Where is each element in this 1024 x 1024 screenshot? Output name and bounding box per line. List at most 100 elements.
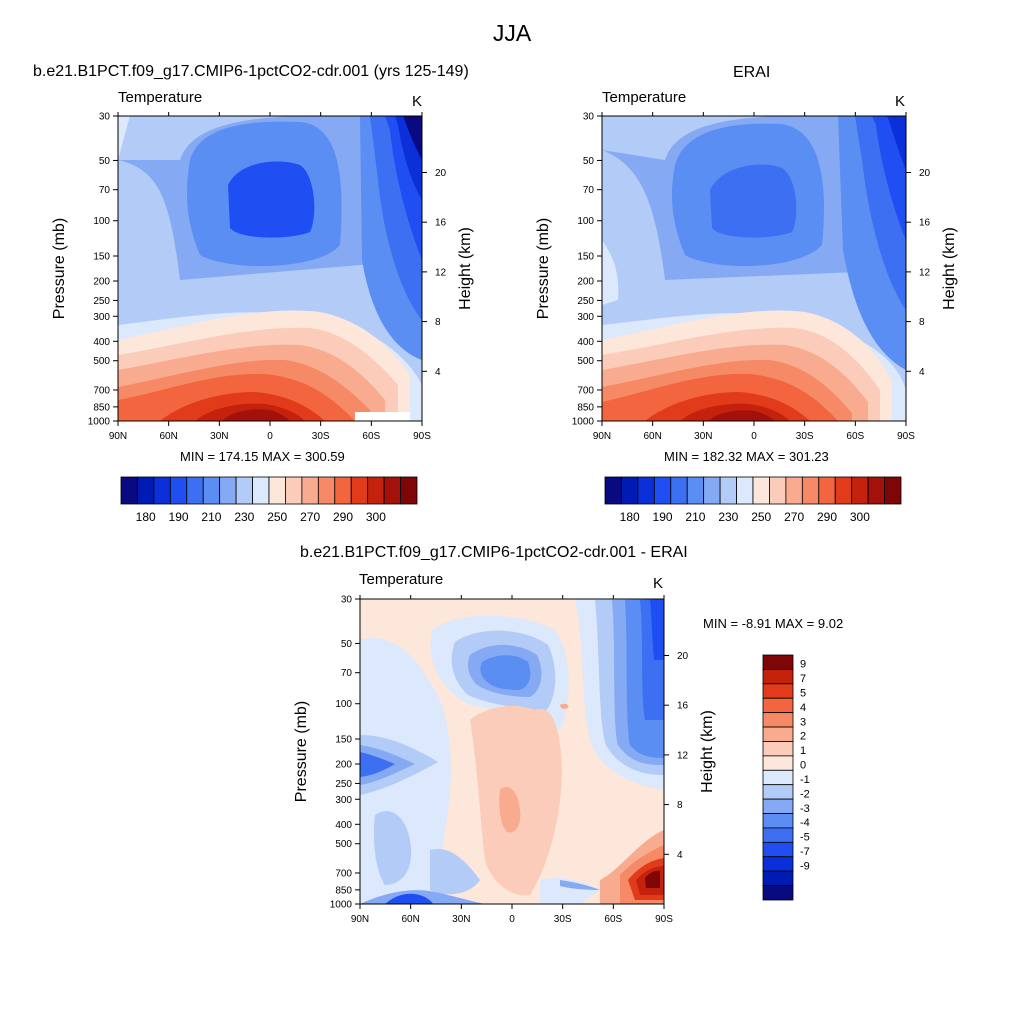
panel-1-field: [118, 116, 422, 421]
panel-2-xtick-label: 0: [751, 431, 757, 442]
panel-3-y2tick-label: 12: [677, 750, 689, 761]
panel-2-minmax: MIN = 182.32 MAX = 301.23: [664, 449, 829, 464]
colorbar-swatch: [235, 476, 253, 505]
panel-1-ytick-label: 50: [99, 156, 111, 167]
colorbar-tick-label: 290: [333, 510, 353, 524]
panel-1-ytick-label: 400: [93, 337, 110, 348]
colorbar-swatch: [762, 813, 794, 829]
colorbar-swatch: [762, 827, 794, 843]
colorbar-swatch: [186, 476, 204, 505]
panel-3-xtick-label: 90S: [655, 914, 673, 925]
panel-1-units-label: K: [412, 93, 423, 110]
panel-2-xtick-label: 30S: [796, 431, 814, 442]
colorbar-swatch: [285, 476, 303, 505]
colorbar-tick-label: -5: [800, 832, 810, 844]
panel-1-ytick-label: 200: [93, 277, 110, 288]
panel-3-ytick-label: 100: [335, 699, 352, 710]
colorbar-swatch: [637, 476, 655, 505]
colorbar-swatch: [169, 476, 188, 505]
panel-3-xtick-label: 60S: [604, 914, 622, 925]
panel-2-ytick-label: 30: [583, 112, 595, 123]
panel-1-colorbar: 180 190 210 230 250 270 290 300: [120, 476, 418, 524]
colorbar-swatch: [762, 841, 794, 858]
panel-1-ylabel: Pressure (mb): [51, 218, 68, 319]
colorbar-swatch: [350, 476, 369, 505]
panel-2-ytick-label: 1000: [572, 417, 595, 428]
colorbar-tick-label: -1: [800, 774, 810, 786]
colorbar-tick-label: 1: [800, 745, 806, 757]
panel-2-y2tick-label: 12: [919, 267, 931, 278]
panel-3-y2tick-label: 20: [677, 651, 689, 662]
colorbar-swatch: [762, 870, 794, 886]
colorbar-tick-label: -7: [800, 846, 810, 858]
panel-1-xtick-label: 60N: [159, 431, 177, 442]
panel-3-ytick-label: 700: [335, 868, 352, 879]
colorbar-tick-label: 5: [800, 687, 806, 699]
colorbar-tick-label: 230: [718, 510, 738, 524]
panel-2-title: ERAI: [733, 64, 771, 81]
colorbar-tick-label: 190: [653, 510, 673, 524]
figure-title: JJA: [492, 20, 532, 46]
panel-1-xtick-label: 90S: [413, 431, 431, 442]
colorbar-swatch: [752, 476, 770, 505]
colorbar-tick-label: -2: [800, 788, 810, 800]
panel-2-xtick-label: 90N: [593, 431, 611, 442]
panel-2-ytick-label: 150: [577, 251, 594, 262]
colorbar-swatch: [670, 476, 688, 505]
colorbar-swatch: [153, 476, 171, 505]
panel-1-y2tick-label: 16: [435, 218, 447, 229]
panel-3-y2tick-label: 16: [677, 701, 689, 712]
colorbar-tick-label: 270: [784, 510, 804, 524]
colorbar-swatch: [268, 476, 286, 505]
panel-2-ytick-label: 200: [577, 277, 594, 288]
colorbar-swatch: [762, 755, 794, 771]
colorbar-swatch: [834, 476, 853, 505]
panel-3-ytick-label: 850: [335, 885, 352, 896]
colorbar-tick-label: -4: [800, 817, 810, 829]
panel-1-xtick-label: 0: [267, 431, 273, 442]
panel-2-ytick-label: 700: [577, 385, 594, 396]
panel-2-field: [602, 116, 906, 421]
colorbar-swatch: [762, 856, 794, 872]
colorbar-swatch: [818, 476, 836, 505]
colorbar-swatch: [334, 476, 352, 505]
panel-2-y2tick-label: 20: [919, 168, 931, 179]
colorbar-swatch: [252, 476, 270, 505]
panel-3-ytick-label: 70: [341, 668, 353, 679]
panel-3-xtick-label: 60N: [401, 914, 419, 925]
colorbar-swatch: [621, 476, 639, 505]
colorbar-swatch: [762, 885, 794, 901]
panel-1-title: b.e21.B1PCT.f09_g17.CMIP6-1pctCO2-cdr.00…: [33, 63, 469, 80]
panel-2-colorbar: 180 190 210 230 250 270 290 300: [604, 476, 902, 524]
colorbar-swatch: [219, 476, 237, 505]
panel-3-y2tick-label: 8: [677, 800, 683, 811]
colorbar-tick-label: 4: [800, 702, 806, 714]
panel-2-ytick-label: 250: [577, 296, 594, 307]
panel-1-axes: 3050701001502002503004005007008501000481…: [51, 112, 474, 443]
colorbar-tick-label: 180: [136, 510, 156, 524]
panel-2-axes: 3050701001502002503004005007008501000481…: [535, 112, 958, 443]
panel-3-minmax: MIN = -8.91 MAX = 9.02: [703, 616, 844, 631]
panel-1-xtick-label: 60S: [362, 431, 380, 442]
panel-2-y2tick-label: 4: [919, 367, 925, 378]
colorbar-tick-label: 230: [234, 510, 254, 524]
panel-1-ytick-label: 70: [99, 185, 111, 196]
panel-1-ytick-label: 100: [93, 216, 110, 227]
panel-1-ytick-label: 700: [93, 385, 110, 396]
panel-3-ytick-label: 200: [335, 760, 352, 771]
colorbar-swatch: [884, 476, 902, 505]
colorbar-swatch: [317, 476, 336, 505]
colorbar-swatch: [120, 476, 138, 505]
panel-3-variable-label: Temperature: [359, 571, 444, 588]
colorbar-swatch: [719, 476, 737, 505]
colorbar-swatch: [762, 798, 794, 814]
panel-1-y2tick-label: 8: [435, 317, 441, 328]
panel-3-xtick-label: 30N: [452, 914, 470, 925]
panel-3-ytick-label: 30: [341, 595, 353, 606]
colorbar-swatch: [762, 726, 794, 742]
panel-3-units-label: K: [653, 575, 664, 592]
panel-3-y2tick-label: 4: [677, 850, 683, 861]
colorbar-swatch: [762, 769, 794, 786]
panel-1-y2tick-label: 12: [435, 267, 447, 278]
panel-1-xtick-label: 30S: [312, 431, 330, 442]
